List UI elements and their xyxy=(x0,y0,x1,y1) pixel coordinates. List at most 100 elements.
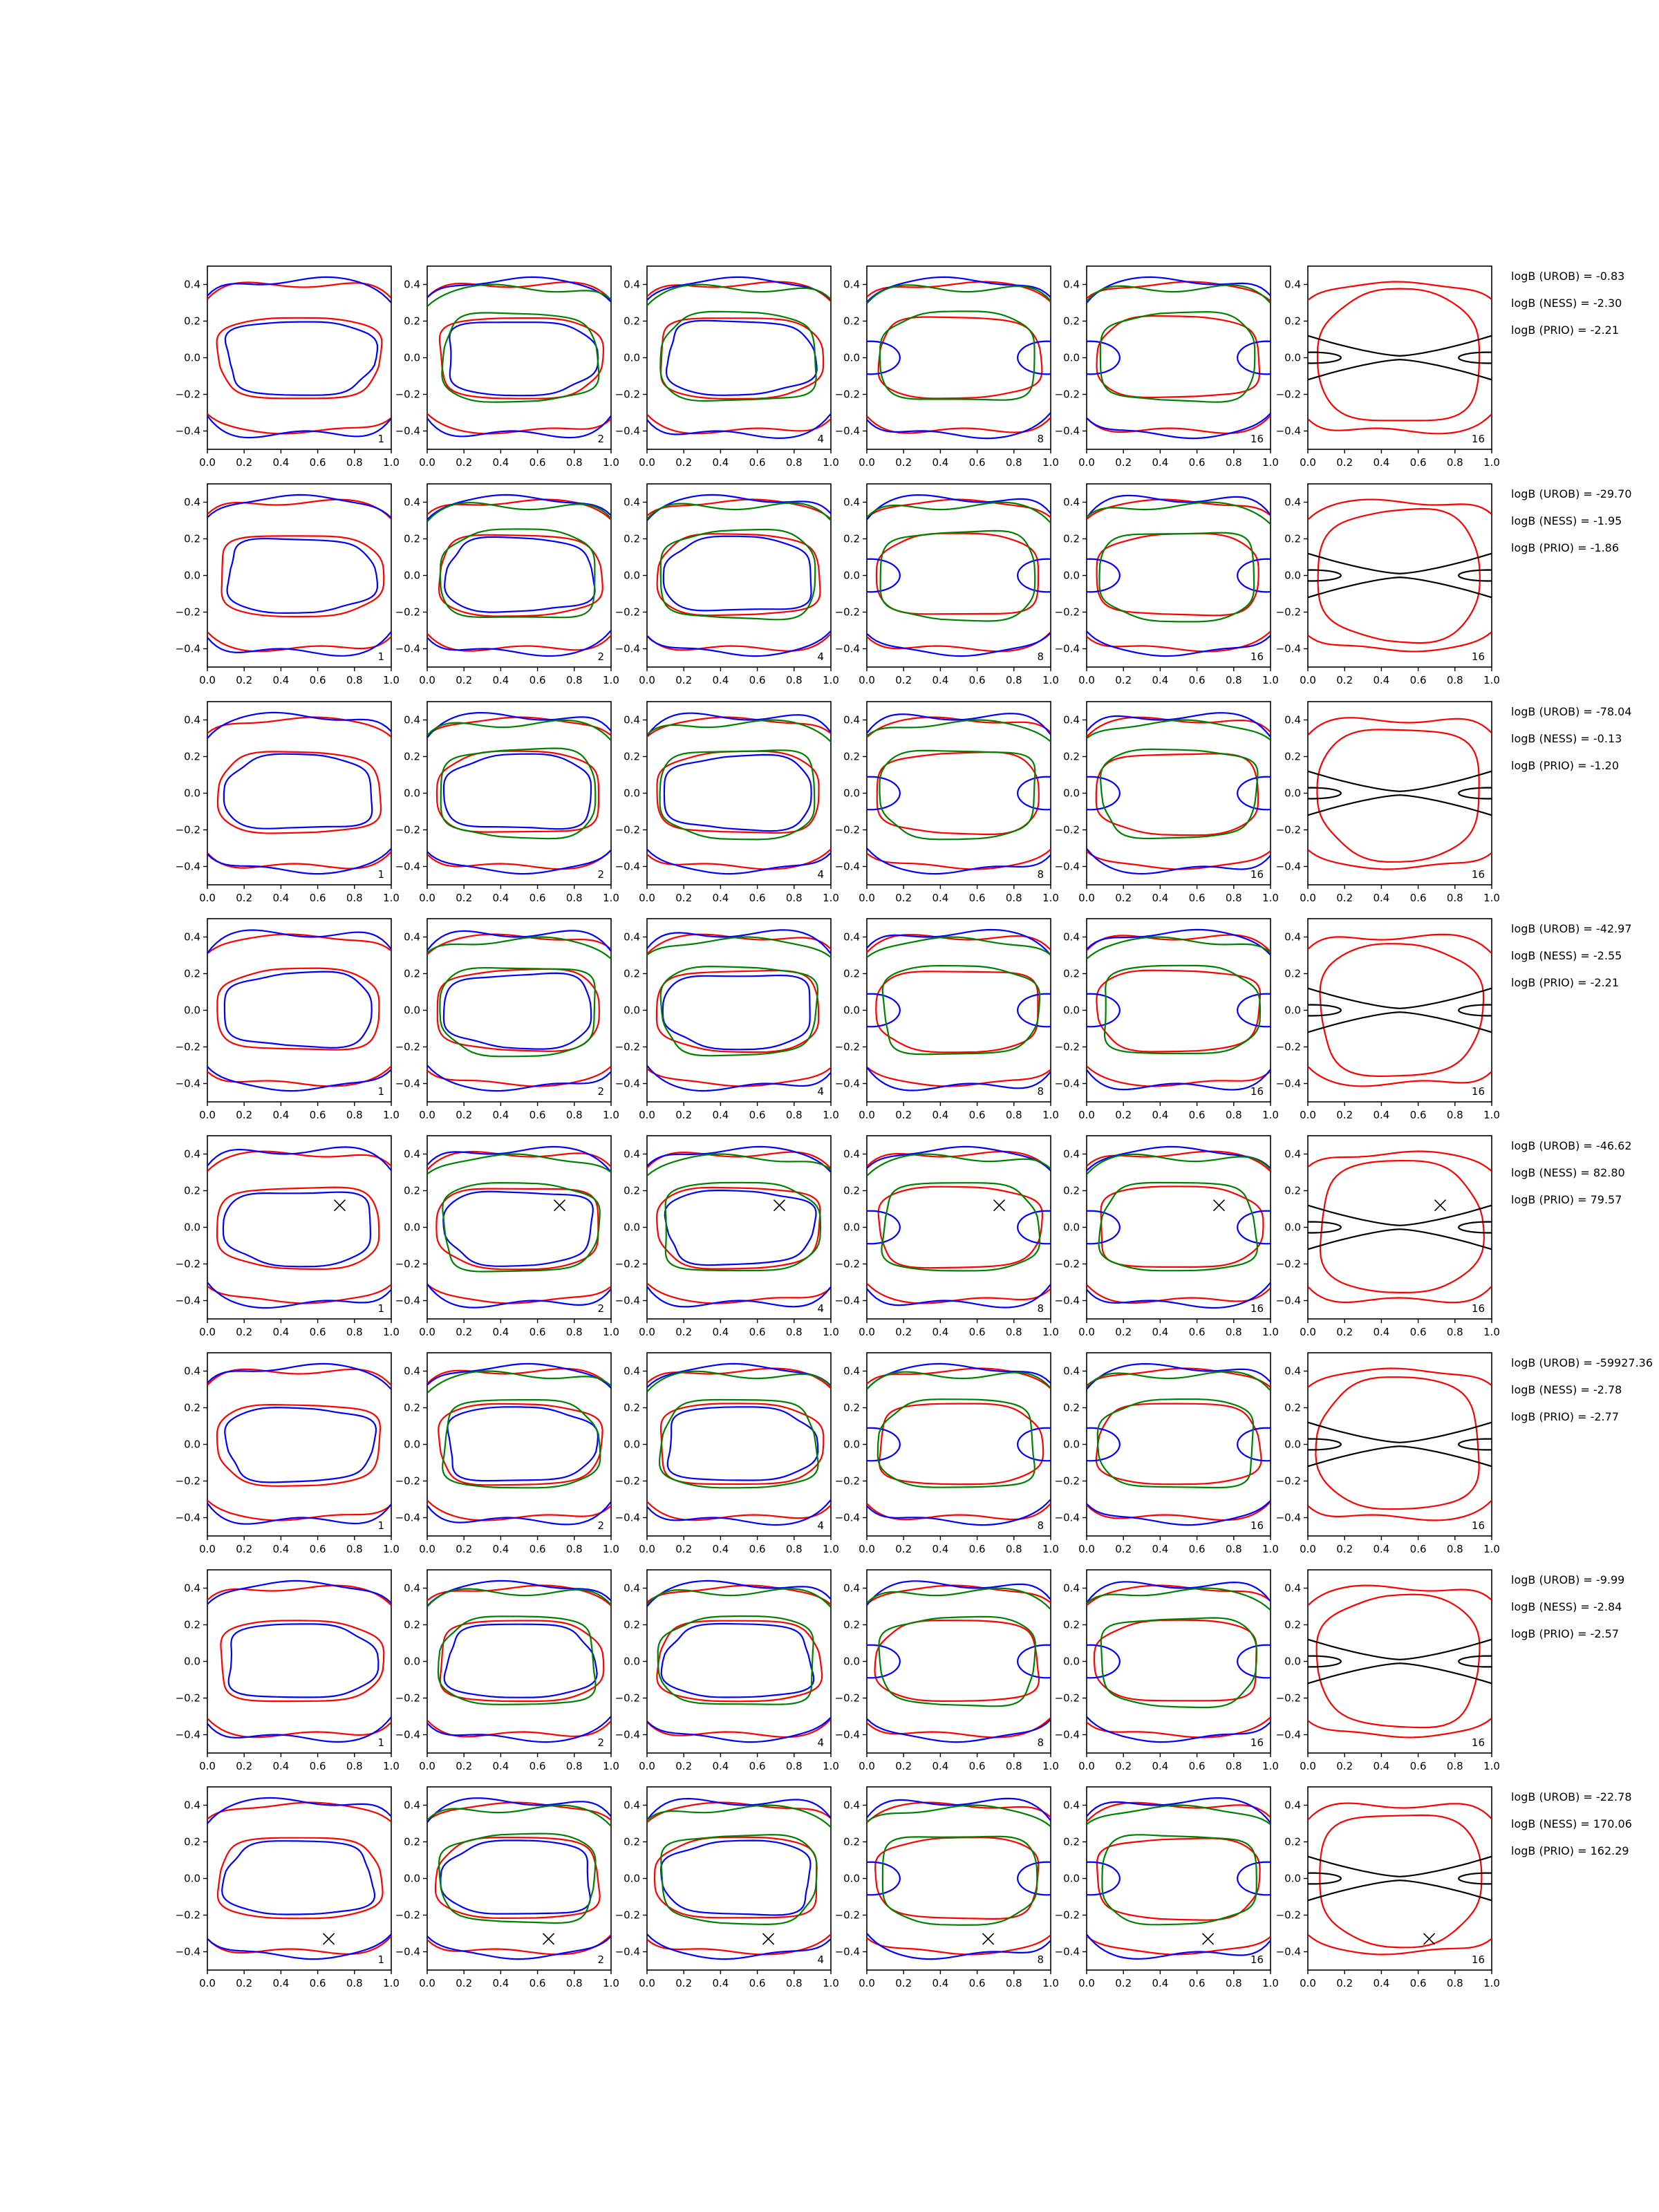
y-tick-label: 0.2 xyxy=(843,315,860,328)
green-contour xyxy=(1087,284,1271,304)
y-tick-label: 0.2 xyxy=(1063,1402,1080,1414)
y-tick-label: −0.2 xyxy=(176,1041,200,1053)
x-tick-label: 0.8 xyxy=(786,892,803,904)
green-contour xyxy=(881,964,1041,1056)
x-tick-label: 0.0 xyxy=(1300,1977,1316,1989)
red-contour xyxy=(434,1836,601,1920)
panel-r3-c4: 0.4 0.2 0.0 −0.2 −0.4 0.0 0.2 0.4 0.6 0.8 1.0 8 xyxy=(835,701,1059,904)
contour-group xyxy=(1087,276,1271,440)
y-tick-label: −0.2 xyxy=(176,1692,200,1705)
green-contour xyxy=(427,1588,611,1608)
panel-r5-c6: 0.4 0.2 0.0 −0.2 −0.4 0.0 0.2 0.4 0.6 0.8 1.0 16 xyxy=(1276,1135,1500,1338)
panel-frame xyxy=(646,918,832,1103)
x-tick-label: 0.8 xyxy=(1006,892,1022,904)
row-annotations-8: logB (UROB) = -22.78 logB (NESS) = 170.06… xyxy=(1511,1790,1632,1857)
x-tick-label: 0.8 xyxy=(346,1109,363,1121)
y-tick-label: 0.0 xyxy=(843,1438,860,1451)
blue-contour xyxy=(222,1191,372,1268)
y-tick-label: 0.4 xyxy=(843,714,860,727)
green-contour xyxy=(647,936,831,958)
x-tick-label: 0.2 xyxy=(895,1326,912,1338)
y-tick-label: 0.2 xyxy=(1284,1619,1301,1631)
red-contour xyxy=(1087,1801,1271,1822)
x-tick-label: 0.6 xyxy=(1189,456,1206,469)
x-tick-label: 0.4 xyxy=(932,674,948,686)
contour-group xyxy=(1308,281,1492,435)
red-contour xyxy=(1308,1717,1492,1738)
y-tick-label: 0.2 xyxy=(184,968,200,980)
y-tick-label: 0.4 xyxy=(1284,1799,1301,1812)
y-tick-label: −0.4 xyxy=(835,861,860,873)
panel-r8-c4: 0.4 0.2 0.0 −0.2 −0.4 0.0 0.2 0.4 0.6 0.8 1.0 8 xyxy=(835,1786,1059,1989)
x-tick-label: 0.0 xyxy=(1300,1109,1316,1121)
x-tick-label: 0.2 xyxy=(236,1109,252,1121)
y-tick-label: −0.4 xyxy=(615,1946,640,1958)
red-contour xyxy=(427,1284,611,1304)
panel-label: 8 xyxy=(1037,1302,1044,1315)
green-contour xyxy=(647,1370,831,1393)
y-tick-label: 0.2 xyxy=(1063,751,1080,763)
y-tick-label: 0.2 xyxy=(1063,968,1080,980)
blue-contour xyxy=(1236,1210,1271,1245)
contour-group xyxy=(647,276,831,440)
panel-frame xyxy=(427,1786,612,1971)
y-tick-label: −0.2 xyxy=(835,1475,860,1488)
contour-group xyxy=(647,1580,831,1743)
blue-contour xyxy=(647,494,831,521)
x-tick-label: 0.8 xyxy=(786,1326,803,1338)
x-tick-label: 0.4 xyxy=(492,1109,509,1121)
x-tick-label: 0.0 xyxy=(419,674,435,686)
green-contour xyxy=(1101,1834,1257,1926)
x-tick-label: 0.6 xyxy=(749,1326,766,1338)
y-tick-label: 0.2 xyxy=(624,968,640,980)
x-tick-label: 0.6 xyxy=(310,1326,326,1338)
x-tick-label: 1.0 xyxy=(603,1760,619,1772)
blue-contour xyxy=(867,1861,901,1896)
panel-label: 16 xyxy=(1250,1085,1264,1098)
black-contour xyxy=(1308,552,1492,575)
blue-contour xyxy=(207,1580,391,1605)
y-tick-label: −0.2 xyxy=(1055,824,1080,836)
blue-contour xyxy=(1016,1427,1051,1462)
green-contour xyxy=(427,719,611,741)
green-contour xyxy=(442,1181,601,1273)
red-contour xyxy=(1308,933,1492,955)
contour-group xyxy=(1087,712,1271,875)
x-tick-label: 0.2 xyxy=(456,1109,472,1121)
y-tick-label: 0.4 xyxy=(184,931,200,944)
y-tick-label: −0.4 xyxy=(615,1729,640,1741)
y-tick-label: 0.0 xyxy=(1063,1656,1080,1668)
red-contour xyxy=(221,535,385,618)
logb-annotation: logB (PRIO) = 79.57 xyxy=(1511,1193,1622,1206)
y-tick-label: −0.2 xyxy=(1276,388,1301,401)
y-tick-label: −0.2 xyxy=(1276,1258,1301,1271)
y-tick-label: 0.2 xyxy=(404,533,420,545)
panel-label: 8 xyxy=(1037,868,1044,881)
y-tick-label: −0.2 xyxy=(1276,1041,1301,1053)
blue-contour xyxy=(867,1145,1051,1172)
blue-contour xyxy=(647,1797,831,1821)
blue-contour xyxy=(867,412,1051,440)
logb-annotation: logB (PRIO) = -2.21 xyxy=(1511,324,1619,337)
panel-r3-c5: 0.4 0.2 0.0 −0.2 −0.4 0.0 0.2 0.4 0.6 0.8 1.0 16 xyxy=(1055,701,1279,904)
x-tick-label: 0.4 xyxy=(272,1326,289,1338)
x-tick-label: 0.8 xyxy=(1006,1543,1022,1555)
panel-label: 16 xyxy=(1250,1519,1264,1532)
blue-contour xyxy=(442,972,592,1050)
y-tick-label: 0.0 xyxy=(624,1656,640,1668)
x-tick-label: 1.0 xyxy=(1262,1326,1279,1338)
green-contour xyxy=(647,1804,831,1828)
panel-r5-c5: 0.4 0.2 0.0 −0.2 −0.4 0.0 0.2 0.4 0.6 0.8 1.0 16 xyxy=(1055,1135,1279,1338)
y-tick-label: −0.4 xyxy=(1055,861,1080,873)
y-tick-label: 0.2 xyxy=(624,1836,640,1848)
x-tick-label: 0.8 xyxy=(1226,456,1242,469)
y-tick-label: 0.4 xyxy=(624,1365,640,1378)
y-tick-label: −0.2 xyxy=(1055,388,1080,401)
panel-frame xyxy=(1086,1352,1271,1537)
contour-group xyxy=(427,494,611,657)
x-tick-label: 0.8 xyxy=(346,1326,363,1338)
x-tick-label: 1.0 xyxy=(603,1977,619,1989)
panel-r4-c2: 0.4 0.2 0.0 −0.2 −0.4 0.0 0.2 0.4 0.6 0.8 1.0 2 xyxy=(395,918,619,1121)
y-tick-label: 0.2 xyxy=(1284,1402,1301,1414)
x-tick-label: 1.0 xyxy=(383,892,400,904)
